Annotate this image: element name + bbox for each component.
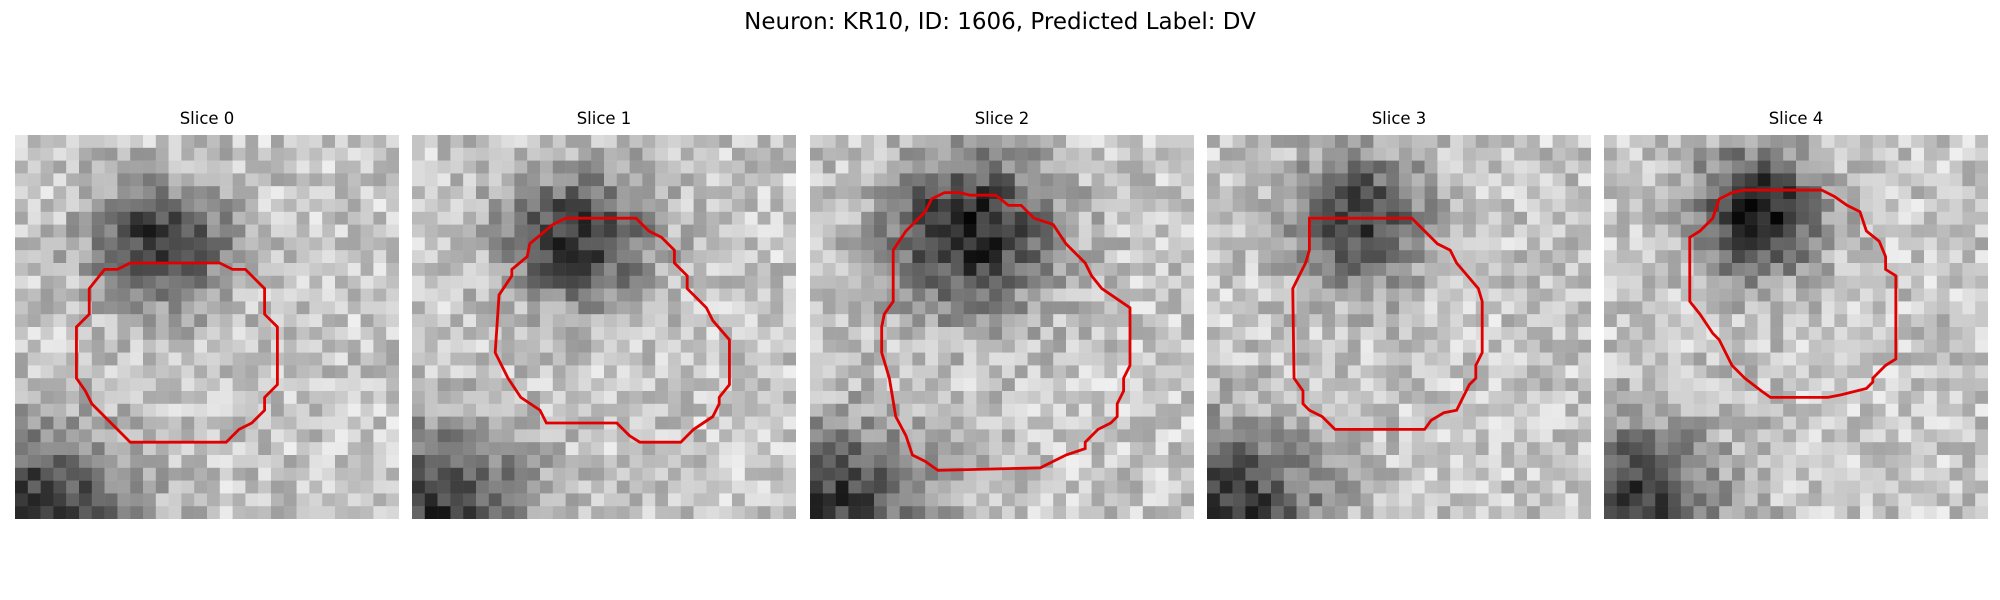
slice-title: Slice 3 [1371,109,1427,128]
slice-title: Slice 4 [1768,109,1824,128]
slice-panel-1: Slice 1 [412,108,796,519]
figure-title: Neuron: KR10, ID: 1606, Predicted Label:… [744,9,1256,35]
slice-title: Slice 2 [974,109,1030,128]
roi-outline [493,216,731,444]
slice-image [810,135,1194,519]
slice-image [15,135,399,519]
slice-image [412,135,796,519]
roi-outline [1291,216,1484,431]
slice-image [1207,135,1591,519]
roi-outline [880,191,1132,472]
slice-panel-2: Slice 2 [810,108,1194,519]
slice-panel-0: Slice 0 [15,108,399,519]
slice-image [1604,135,1988,519]
slice-title: Slice 0 [179,109,235,128]
slice-panel-3: Slice 3 [1207,108,1591,519]
slice-title: Slice 1 [576,109,632,128]
slice-panel-4: Slice 4 [1604,108,1988,519]
roi-outline [1688,188,1898,399]
roi-outline [75,261,279,444]
